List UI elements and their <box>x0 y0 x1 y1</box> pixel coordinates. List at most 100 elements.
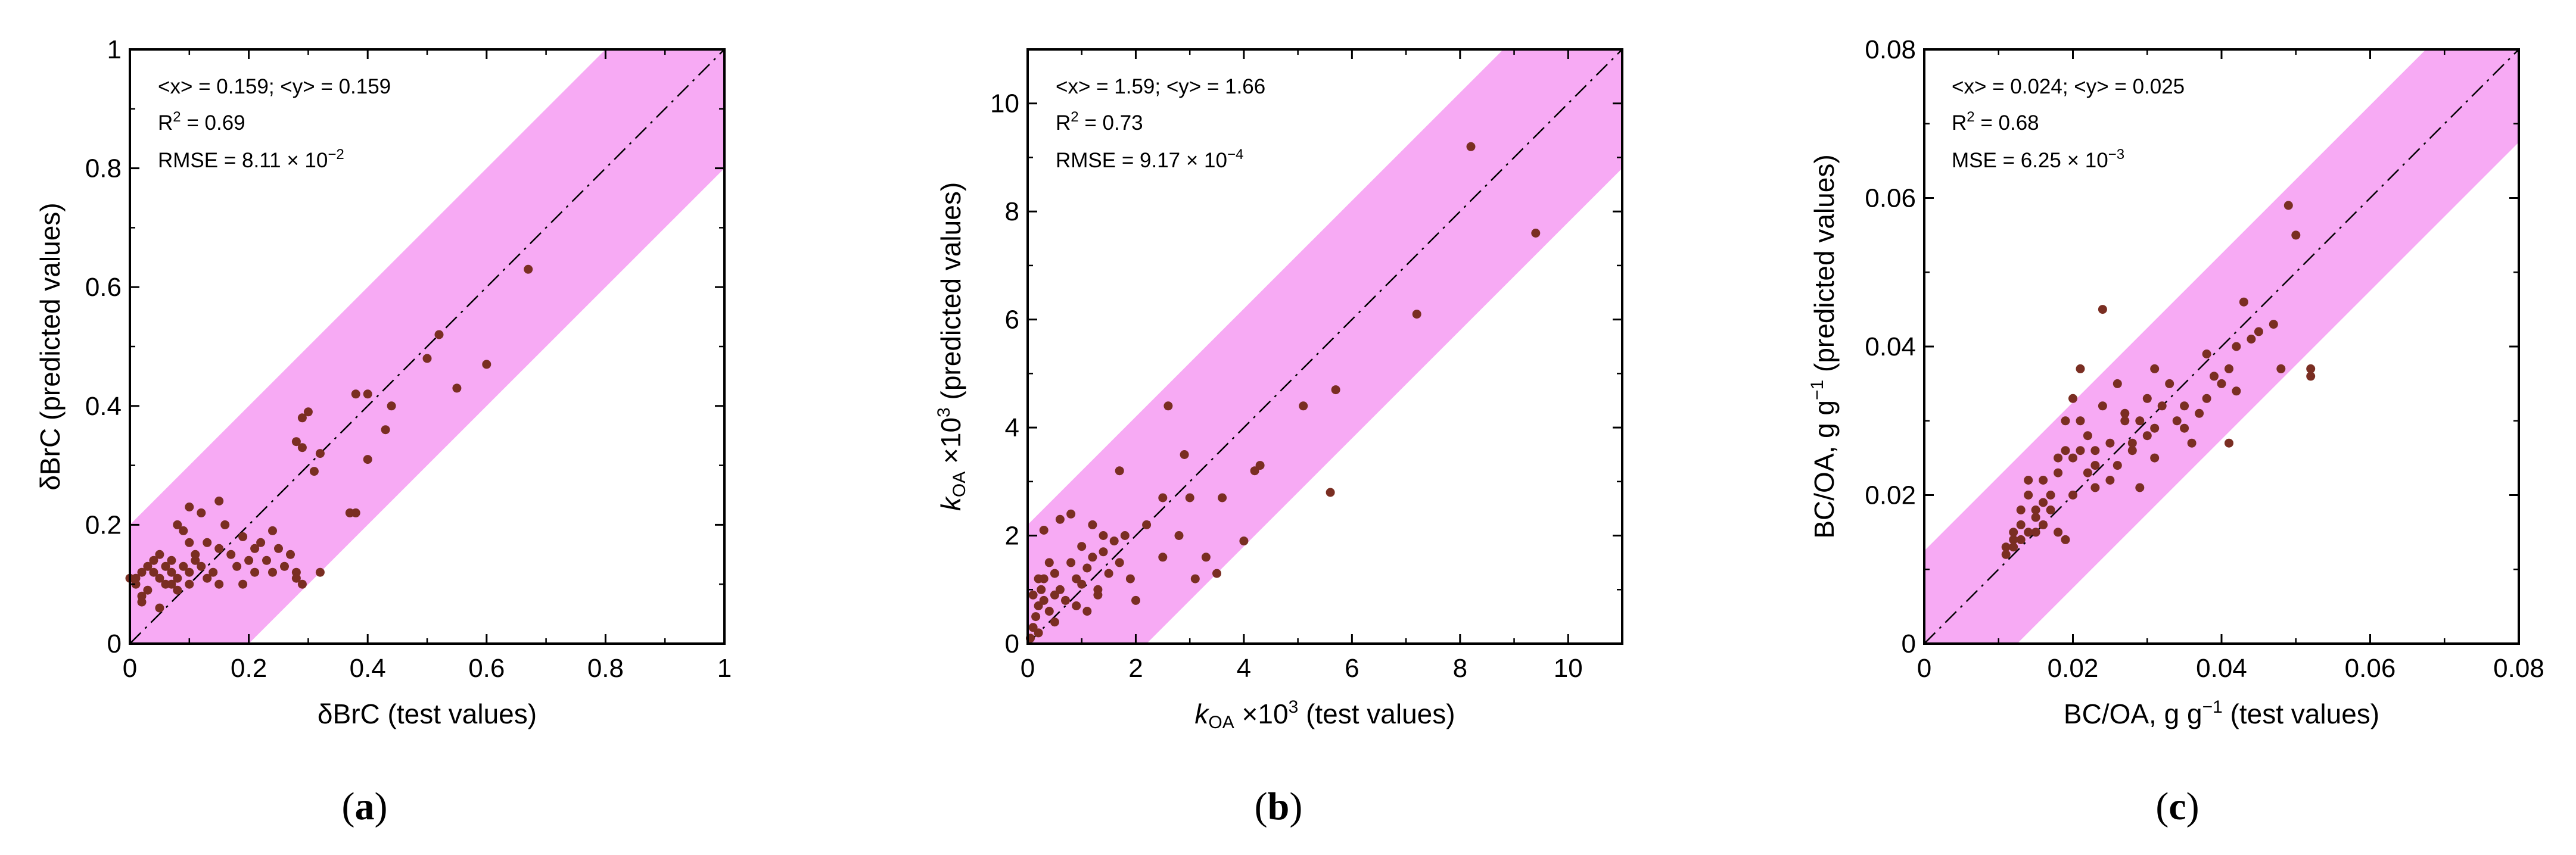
panel-a: 0 0.2 0.4 0.6 0.8 1 0 0.2 0.4 0.6 0.8 1 <x> = 0.159… <box>35 35 732 828</box>
data-point <box>315 567 325 577</box>
data-point <box>143 561 153 571</box>
x-tick-label: 0.08 <box>2493 654 2544 683</box>
data-point <box>238 579 248 589</box>
data-point <box>1050 617 1059 627</box>
data-point <box>297 413 307 423</box>
x-tick-label: 2 <box>1128 654 1143 683</box>
data-point <box>2150 423 2160 433</box>
data-point <box>214 579 224 589</box>
data-point <box>1239 536 1249 546</box>
data-point <box>2054 453 2063 463</box>
data-point <box>2120 408 2130 418</box>
data-point <box>173 520 182 529</box>
data-point <box>149 556 158 565</box>
data-point <box>155 550 164 559</box>
x-axis-label: BC/OA, g g−1 (test values) <box>2064 697 2379 729</box>
y-tick-label: 0.08 <box>1865 35 1916 64</box>
data-point <box>214 497 224 505</box>
data-point <box>2157 401 2167 411</box>
data-point <box>291 437 301 447</box>
data-point <box>137 591 147 601</box>
data-point <box>1066 509 1076 519</box>
stats-rmse: RMSE = 8.11 × 10−2 <box>158 146 344 172</box>
data-point <box>191 550 200 559</box>
diagonal-line <box>1028 49 1622 644</box>
panel-b: 0 2 4 6 8 10 0 2 4 6 8 10 <x> = 1.59; <y> = 1.66 R2… <box>934 48 1623 828</box>
data-point <box>1326 488 1335 497</box>
data-point <box>244 556 254 565</box>
data-point <box>2039 520 2048 529</box>
data-point <box>2083 431 2092 441</box>
diagonal-line <box>130 49 724 644</box>
data-point <box>1125 574 1135 583</box>
data-point <box>2061 416 2070 426</box>
y-tick-label: 10 <box>990 89 1019 118</box>
data-point <box>268 526 277 535</box>
panel-label-b: (b) <box>1255 785 1303 828</box>
data-point <box>1034 628 1043 638</box>
data-point <box>2180 401 2189 411</box>
data-point <box>1088 520 1097 529</box>
data-point <box>274 544 283 553</box>
data-point <box>1180 450 1189 459</box>
stats-r2: R2 = 0.68 <box>1952 109 2039 135</box>
data-point <box>1034 574 1043 583</box>
stats-r2: R2 = 0.73 <box>1056 109 1143 135</box>
data-point <box>2001 550 2011 559</box>
x-tick-label: 0.6 <box>468 654 505 683</box>
data-point <box>143 585 153 595</box>
y-tick-label: 0.04 <box>1865 332 1916 361</box>
data-point <box>2113 379 2122 388</box>
data-point <box>351 508 360 517</box>
data-point <box>387 401 396 411</box>
x-tick-label: 0.04 <box>2196 654 2247 683</box>
data-point <box>2269 320 2278 329</box>
data-point <box>2276 364 2286 373</box>
x-tick-label: 0.8 <box>587 654 624 683</box>
data-point <box>1109 536 1119 546</box>
data-point <box>524 264 533 274</box>
data-point <box>2291 230 2301 240</box>
data-point <box>1131 595 1140 605</box>
data-point <box>1158 493 1168 503</box>
data-point <box>2105 476 2115 485</box>
stats-rmse: RMSE = 9.17 × 10−4 <box>1056 146 1243 172</box>
data-point <box>2061 535 2070 544</box>
data-point <box>452 383 462 393</box>
data-point <box>2120 416 2130 426</box>
data-point <box>434 330 444 339</box>
data-point <box>197 561 206 571</box>
data-point <box>1163 401 1173 411</box>
data-point <box>232 561 242 571</box>
data-point <box>1050 569 1059 578</box>
data-point <box>2076 446 2085 455</box>
data-point <box>2283 201 2293 210</box>
data-point <box>1077 542 1087 551</box>
data-point <box>214 544 224 553</box>
data-point <box>363 389 372 399</box>
x-tick-label: 0.2 <box>231 654 267 683</box>
x-tick-label: 0.02 <box>2048 654 2099 683</box>
data-point <box>2187 438 2197 448</box>
data-point <box>2083 468 2092 478</box>
x-tick-label: 0 <box>1021 654 1035 683</box>
data-point <box>2113 461 2122 470</box>
data-point <box>1255 461 1265 470</box>
data-point <box>149 567 158 577</box>
data-point <box>1212 569 1221 578</box>
data-point <box>137 567 147 577</box>
stats-means: <x> = 0.024; <y> = 0.025 <box>1952 75 2185 98</box>
axis-ticks: 0 2 4 6 8 10 0 2 4 6 8 10 <box>990 49 1622 683</box>
data-point <box>422 354 432 363</box>
data-point <box>303 407 313 417</box>
data-point <box>1037 585 1046 594</box>
data-point <box>167 567 176 577</box>
data-point <box>1044 558 1054 567</box>
data-point <box>2068 453 2077 463</box>
panel-label-a: (a) <box>342 785 388 828</box>
data-point <box>250 544 260 553</box>
axis-ticks: 0 0.2 0.4 0.6 0.8 1 0 0.2 0.4 0.6 0.8 1 <box>85 35 732 683</box>
data-point <box>2031 505 2040 514</box>
data-point <box>173 585 182 595</box>
